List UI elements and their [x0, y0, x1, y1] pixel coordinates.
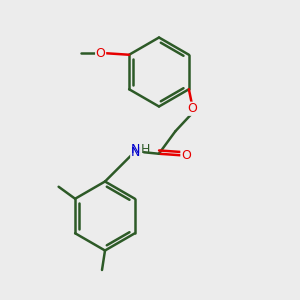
Text: O: O — [96, 47, 106, 60]
Text: N: N — [131, 146, 140, 159]
Text: H: H — [141, 143, 150, 156]
Text: O: O — [181, 149, 191, 162]
Text: H: H — [132, 146, 141, 159]
Text: N: N — [131, 143, 140, 156]
Text: O: O — [187, 102, 197, 115]
